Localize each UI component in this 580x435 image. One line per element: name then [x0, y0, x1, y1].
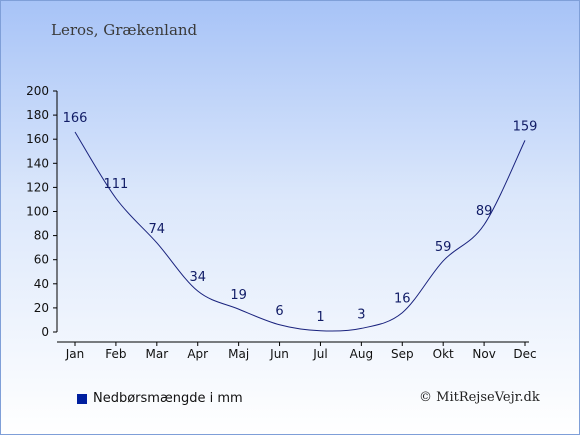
x-tick-label: Nov	[472, 347, 495, 361]
credit-text: © MitRejseVejr.dk	[419, 390, 540, 405]
data-label: 74	[149, 222, 166, 237]
x-tick-label: Jun	[269, 347, 289, 361]
y-tick-label: 0	[41, 325, 49, 339]
y-tick-label: 100	[26, 205, 49, 219]
x-tick-label: Feb	[105, 347, 126, 361]
x-tick-label: Jan	[65, 347, 85, 361]
precipitation-line	[74, 131, 526, 332]
data-label: 34	[189, 270, 206, 285]
x-tick-label: Mar	[145, 347, 168, 361]
y-tick-label: 200	[26, 84, 49, 98]
y-tick-label: 120	[26, 180, 49, 194]
y-tick-label: 20	[34, 301, 49, 315]
x-tick-label: Dec	[513, 347, 536, 361]
legend: Nedbørsmængde i mm	[77, 391, 243, 406]
legend-label: Nedbørsmængde i mm	[93, 391, 243, 406]
data-label: 19	[230, 288, 247, 303]
data-label: 1	[316, 310, 324, 325]
data-label: 111	[103, 177, 128, 192]
data-label: 6	[275, 304, 283, 319]
x-tick-label: Jul	[312, 347, 327, 361]
y-tick-label: 60	[34, 253, 49, 267]
x-tick-label: Apr	[187, 347, 208, 361]
y-tick-label: 160	[26, 132, 49, 146]
x-tick-label: Sep	[391, 347, 414, 361]
data-label: 89	[476, 204, 493, 219]
data-label: 59	[435, 240, 452, 255]
data-label: 159	[513, 119, 538, 134]
data-label: 166	[63, 111, 88, 126]
x-tick-label: Okt	[433, 347, 454, 361]
y-tick-label: 140	[26, 156, 49, 170]
y-tick-label: 40	[34, 277, 49, 291]
y-tick-label: 180	[26, 108, 49, 122]
x-tick-label: Aug	[350, 347, 373, 361]
data-label: 3	[357, 307, 365, 322]
legend-swatch	[77, 393, 87, 404]
data-label: 16	[394, 292, 411, 307]
y-tick-label: 80	[34, 229, 49, 243]
location-title: Leros, Grækenland	[51, 21, 198, 39]
x-tick-label: Maj	[228, 347, 249, 361]
